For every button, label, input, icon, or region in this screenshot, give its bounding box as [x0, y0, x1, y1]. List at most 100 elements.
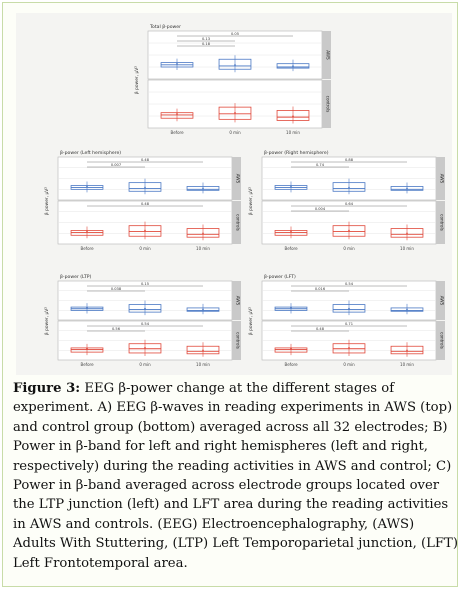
mean-dot — [348, 307, 350, 310]
mean-dot — [234, 64, 236, 66]
box — [160, 112, 194, 119]
mean-dot — [406, 308, 408, 311]
group-strip — [436, 281, 445, 320]
mean-dot — [290, 347, 292, 350]
significance-label: 0.05 — [231, 32, 239, 36]
mean-dot — [292, 65, 294, 67]
panel-title: β-power (LFT) — [264, 274, 296, 280]
box — [218, 106, 252, 120]
group-label: AWS — [440, 174, 445, 184]
category-tick-label: 10 min — [400, 246, 414, 251]
group-label: AWS — [236, 296, 241, 306]
group-strip — [322, 31, 331, 79]
box — [186, 307, 220, 312]
y-axis-label: β power, μV² — [44, 187, 50, 215]
mean-dot — [292, 115, 294, 117]
mean-dot — [86, 230, 88, 233]
box — [276, 63, 310, 69]
mean-dot — [234, 111, 236, 114]
group-label: AWS — [326, 50, 331, 60]
box — [390, 186, 424, 191]
category-tick-label: Before — [284, 246, 298, 251]
significance-label: 0.54 — [141, 322, 150, 326]
group-strip — [436, 201, 445, 244]
significance-label: 0.15 — [141, 282, 149, 286]
mean-dot — [144, 229, 146, 232]
category-tick-label: 10 min — [196, 362, 210, 367]
box — [186, 228, 220, 238]
panel-title: β-power (Right hemisphere) — [264, 150, 329, 156]
category-tick-label: 0 min — [139, 246, 151, 251]
box — [332, 182, 366, 192]
figure-image: Total β-power β power, μV² AWS 0.05 0.13 0.18… — [16, 13, 452, 375]
mean-dot — [406, 232, 408, 235]
mean-dot — [202, 349, 204, 352]
group-strip — [232, 201, 241, 244]
box — [332, 225, 366, 237]
mean-dot — [86, 306, 88, 309]
y-axis-label: β power, μV² — [134, 66, 140, 94]
caption-label: Figure 3: — [13, 381, 81, 396]
group-strip — [322, 80, 331, 128]
significance-label: 0.038 — [111, 287, 122, 291]
significance-label: 0.64 — [345, 202, 354, 206]
category-tick-label: 0 min — [343, 246, 355, 251]
category-tick-label: Before — [80, 362, 94, 367]
group-label: controls — [326, 96, 331, 113]
category-tick-label: Before — [80, 246, 94, 251]
significance-label: 0.88 — [345, 158, 354, 162]
category-tick-label: Before — [284, 362, 298, 367]
mean-dot — [348, 186, 350, 189]
mean-dot — [406, 349, 408, 352]
category-tick-label: 10 min — [196, 246, 210, 251]
group-label: AWS — [236, 174, 241, 184]
group-strip — [436, 157, 445, 200]
box — [186, 345, 220, 355]
box — [128, 225, 162, 237]
box — [332, 304, 366, 313]
category-tick-label: 10 min — [400, 362, 414, 367]
box — [274, 230, 308, 236]
box — [390, 345, 424, 355]
significance-label: 0.48 — [316, 327, 325, 331]
panel-title: β-power (Left hemisphere) — [60, 150, 121, 156]
significance-label: 0.004 — [315, 207, 326, 211]
group-strip — [232, 321, 241, 360]
y-axis-label: β power, μV² — [44, 307, 50, 335]
significance-label: 0.007 — [111, 163, 121, 167]
group-label: controls — [440, 214, 445, 231]
group-strip — [436, 321, 445, 360]
category-tick-label: 10 min — [286, 130, 300, 135]
group-strip — [232, 281, 241, 320]
category-tick-label: Before — [170, 130, 184, 135]
significance-label: 0.56 — [112, 327, 121, 331]
mean-dot — [290, 230, 292, 233]
mean-dot — [86, 347, 88, 350]
y-axis-label: β power, μV² — [248, 187, 254, 215]
mean-dot — [348, 229, 350, 232]
mean-dot — [144, 307, 146, 310]
mean-dot — [86, 185, 88, 188]
significance-label: 0.48 — [141, 158, 150, 162]
figure-frame: Total β-power β power, μV² AWS 0.05 0.13 0.18… — [2, 2, 458, 587]
significance-label: 0.48 — [141, 202, 150, 206]
mean-dot — [290, 185, 292, 188]
significance-label: 0.71 — [345, 322, 353, 326]
mean-dot — [348, 346, 350, 349]
mean-dot — [176, 113, 178, 115]
box — [276, 110, 310, 121]
mean-dot — [290, 306, 292, 309]
box — [128, 182, 162, 192]
mean-dot — [144, 186, 146, 189]
box — [218, 58, 252, 70]
caption-text: EEG β-power change at the different stag… — [13, 381, 458, 571]
group-label: AWS — [440, 296, 445, 306]
box — [128, 304, 162, 313]
category-tick-label: 0 min — [229, 130, 241, 135]
group-label: controls — [236, 214, 241, 231]
significance-label: 0.54 — [345, 282, 354, 286]
mean-dot — [202, 232, 204, 235]
mean-dot — [202, 187, 204, 190]
group-strip — [232, 157, 241, 200]
category-tick-label: 0 min — [139, 362, 151, 367]
